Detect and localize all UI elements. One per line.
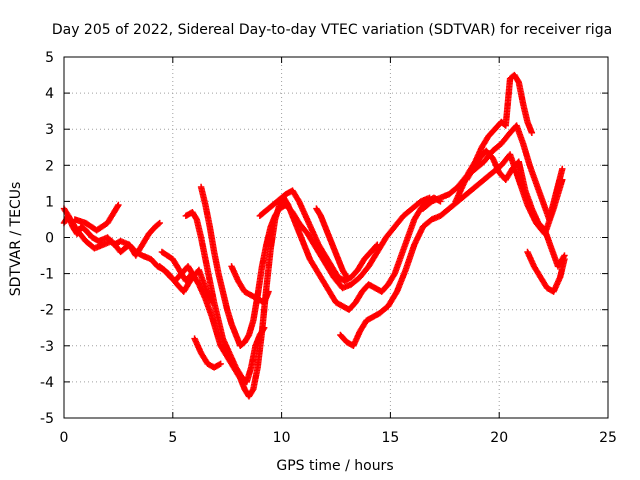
y-tick-label: 1 — [45, 194, 54, 210]
series-track-12 — [337, 310, 383, 349]
series-track-2 — [60, 205, 163, 259]
y-tick-label: -1 — [40, 267, 54, 283]
data-point — [426, 194, 433, 201]
y-axis-label: SDTVAR / TECUs — [8, 182, 24, 297]
series-track-11 — [313, 205, 351, 281]
y-tick-label: 3 — [45, 122, 54, 138]
y-tick-label: 5 — [45, 50, 54, 66]
x-tick-label: 5 — [168, 430, 177, 446]
x-tick-label: 25 — [599, 430, 617, 446]
series-track-14 — [419, 122, 566, 223]
series-track-3 — [71, 201, 122, 234]
y-tick-label: -4 — [40, 375, 54, 391]
data-point — [343, 274, 351, 281]
y-tick-label: 0 — [45, 231, 54, 247]
y-tick-label: 4 — [45, 86, 54, 102]
data-markers — [60, 71, 568, 400]
y-tick-label: -3 — [40, 339, 54, 355]
data-point — [265, 288, 272, 295]
data-point — [115, 201, 122, 209]
data-point — [156, 219, 163, 227]
series-track-8 — [191, 335, 224, 371]
chart-title: Day 205 of 2022, Sidereal Day-to-day VTE… — [52, 22, 612, 38]
x-tick-label: 10 — [273, 430, 291, 446]
x-axis-label: GPS time / hours — [276, 458, 393, 474]
y-tick-label: 2 — [45, 158, 54, 174]
data-point — [217, 360, 224, 368]
y-tick-label: -5 — [40, 411, 54, 427]
data-point — [260, 324, 268, 331]
y-tick-label: -2 — [40, 303, 54, 319]
x-tick-label: 20 — [490, 430, 508, 446]
plot-frame — [63, 56, 609, 419]
x-tick-label: 15 — [381, 430, 399, 446]
series-track-13 — [376, 151, 566, 317]
series-track-9 — [228, 263, 272, 306]
series-track-7 — [197, 183, 433, 349]
x-tick-label: 0 — [60, 430, 69, 446]
series-track-6 — [182, 209, 268, 386]
data-point — [373, 242, 380, 249]
series-track-16 — [463, 147, 568, 270]
data-point — [155, 220, 162, 228]
data-point — [374, 241, 381, 248]
data-point — [528, 129, 536, 137]
series-track-15 — [452, 71, 536, 205]
data-point — [559, 165, 566, 173]
data-point — [561, 255, 568, 263]
series-track-17 — [524, 248, 568, 295]
